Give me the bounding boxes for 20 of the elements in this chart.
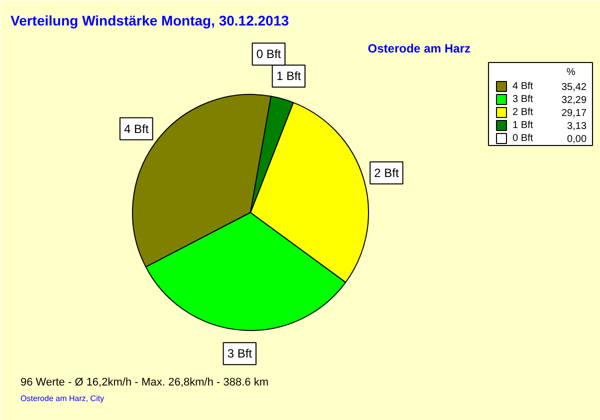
legend-label: 1 Bft xyxy=(512,120,534,131)
text: 96 Werte - Ø 16,2km/h - Max. 26,8km/h - 388.6 km xyxy=(20,376,268,388)
data-label: 3,13 xyxy=(567,121,587,132)
data-label: 35,42 xyxy=(561,82,587,93)
slice-label: 4 Bft xyxy=(124,122,150,136)
category-label: 0 Bft xyxy=(256,47,282,62)
text: Osterode am Harz, City xyxy=(20,394,104,403)
text: 0,00 xyxy=(567,134,587,145)
slice-label: 3 Bft xyxy=(227,346,253,361)
legend-label: 4 Bft xyxy=(512,81,534,92)
data-label: 29,17 xyxy=(561,108,587,119)
chart-title: Verteilung Windstärke Montag, 30.12.2013 xyxy=(10,12,290,28)
legend-label: 3 Bft xyxy=(512,94,534,105)
slice-label: 1 Bft xyxy=(276,69,302,84)
legend-label: 0 Bft xyxy=(512,133,534,144)
slice-label: 2 Bft xyxy=(374,166,400,180)
chart-subtitle: Osterode am Harz xyxy=(368,42,470,56)
legend-title: % xyxy=(566,67,576,78)
legend-label: 2 Bft xyxy=(512,107,534,118)
data-label: 32,29 xyxy=(561,95,587,106)
